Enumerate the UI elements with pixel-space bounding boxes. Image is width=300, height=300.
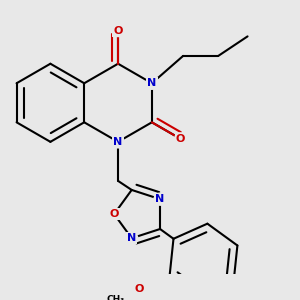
- Circle shape: [154, 193, 166, 205]
- Circle shape: [146, 77, 158, 89]
- Circle shape: [108, 208, 120, 220]
- Circle shape: [112, 136, 124, 148]
- Circle shape: [112, 25, 124, 37]
- Text: N: N: [155, 194, 165, 204]
- Text: N: N: [113, 137, 123, 147]
- Circle shape: [133, 283, 145, 295]
- Text: O: O: [110, 209, 119, 219]
- Circle shape: [108, 291, 124, 300]
- Text: CH₃: CH₃: [107, 295, 125, 300]
- Text: N: N: [147, 78, 157, 88]
- Circle shape: [175, 133, 187, 145]
- Text: O: O: [176, 134, 185, 144]
- Text: O: O: [113, 26, 123, 35]
- Text: N: N: [127, 233, 136, 243]
- Circle shape: [126, 232, 138, 244]
- Text: O: O: [135, 284, 144, 294]
